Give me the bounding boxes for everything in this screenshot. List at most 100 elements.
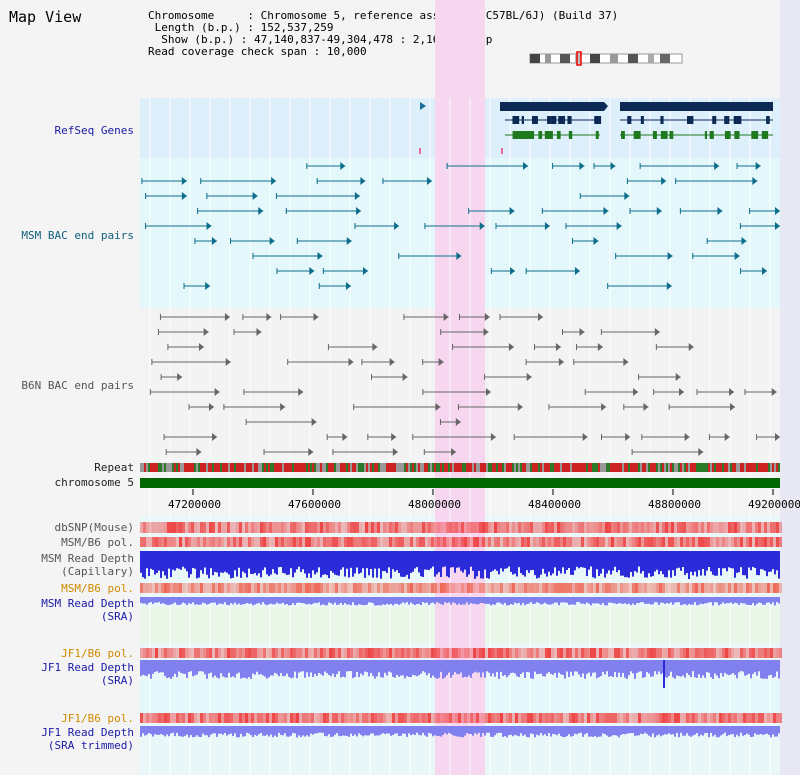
repeat-segment <box>238 463 240 472</box>
jf1-b6-pol-strip <box>485 648 488 658</box>
track-label-jf1-depth-trimmed[interactable]: JF1 Read Depth <box>41 726 134 739</box>
repeat-segment <box>278 463 280 472</box>
msm-sra-depth-bar <box>534 597 536 604</box>
jf1-b6-pol-strip <box>440 648 443 658</box>
jf1-trimmed-depth-bar <box>378 726 380 736</box>
repeat-segment <box>528 463 530 472</box>
msm-sra-depth-bar <box>348 597 350 605</box>
msm-capillary-depth-bar <box>310 551 312 578</box>
dbsnp-strip <box>674 522 677 533</box>
dbsnp-strip <box>377 522 380 533</box>
msm-capillary-depth-bar <box>332 551 334 573</box>
coverage-value: 10,000 <box>326 45 367 58</box>
msm-bac-pair-arrow <box>510 267 516 275</box>
msm-capillary-depth-bar <box>454 551 456 573</box>
repeat-segment <box>632 463 634 472</box>
track-label-jf1-b6-pol-2[interactable]: JF1/B6 pol. <box>61 712 134 725</box>
track-label-dbsnp[interactable]: dbSNP(Mouse) <box>54 521 134 534</box>
track-label-jf1-depth-sra[interactable]: JF1 Read Depth <box>41 661 134 674</box>
msm-sra-depth-bar <box>352 597 354 603</box>
jf1-b6-pol-trimmed-strip <box>263 713 266 723</box>
track-label-b6n-bac[interactable]: B6N BAC end pairs <box>21 379 134 392</box>
repeat-segment <box>554 463 556 472</box>
jf1-b6-pol-trimmed-strip <box>755 713 758 723</box>
jf1-trimmed-depth-bar <box>242 726 244 737</box>
track-label-repeat[interactable]: Repeat <box>94 461 134 474</box>
track-label-msm-b6-pol-2[interactable]: MSM/B6 pol. <box>61 582 134 595</box>
jf1-b6-pol-trimmed-strip <box>509 713 512 723</box>
msm-bac-pair-arrow <box>252 192 258 200</box>
jf1-b6-pol-strip <box>539 648 542 658</box>
repeat-segment <box>280 463 282 472</box>
jf1-b6-pol-strip <box>671 648 674 658</box>
msm-b6-pol-sra-strip <box>731 583 734 593</box>
track-label-jf1-b6-pol-1[interactable]: JF1/B6 pol. <box>61 647 134 660</box>
repeat-segment <box>218 463 220 472</box>
track-label-msm-bac[interactable]: MSM BAC end pairs <box>21 229 134 242</box>
dbsnp-strip <box>458 522 461 533</box>
msm-sra-depth-bar <box>570 597 572 605</box>
jf1-b6-pol-trimmed-strip <box>146 713 149 723</box>
msm-capillary-depth-bar <box>256 551 258 576</box>
msm-capillary-depth-bar <box>544 551 546 574</box>
msm-b6-pol-sra-strip <box>311 583 314 593</box>
jf1-b6-pol-trimmed-strip <box>653 713 656 723</box>
track-label-msm-b6-pol-1[interactable]: MSM/B6 pol. <box>61 536 134 549</box>
msm-b6-pol-sra-strip <box>467 583 470 593</box>
jf1-sra-depth-bar <box>700 660 702 678</box>
jf1-b6-pol-trimmed-strip <box>248 713 251 723</box>
msm-capillary-depth-bar <box>182 551 184 567</box>
msm-sra-depth-bar <box>540 597 542 605</box>
jf1-b6-pol-strip <box>536 648 539 658</box>
jf1-b6-pol-trimmed-strip <box>584 713 587 723</box>
msm-sra-depth-bar <box>446 597 448 604</box>
jf1-sra-depth-bar <box>594 660 596 673</box>
jf1-b6-pol-trimmed-strip <box>395 713 398 723</box>
jf1-trimmed-depth-bar <box>554 726 556 735</box>
repeat-segment <box>766 463 768 472</box>
jf1-b6-pol-trimmed-strip <box>335 713 338 723</box>
msm-capillary-depth-bar <box>568 551 570 568</box>
dbsnp-strip <box>257 522 260 533</box>
dbsnp-strip <box>176 522 179 533</box>
jf1-sra-depth-bar <box>298 660 300 673</box>
msm-capillary-depth-bar <box>580 551 582 568</box>
b6n-bac-pair-arrow <box>209 403 215 411</box>
msm-b6-pol-strip <box>644 537 647 547</box>
b6n-bac-pair-arrow <box>654 328 660 336</box>
jf1-b6-pol-trimmed-strip <box>692 713 695 723</box>
dbsnp-strip <box>155 522 158 533</box>
repeat-segment <box>432 463 434 472</box>
msm-sra-depth-bar <box>636 597 638 604</box>
msm-capillary-depth-bar <box>260 551 262 578</box>
track-label-refseq[interactable]: RefSeq Genes <box>54 124 134 137</box>
exon <box>521 116 524 124</box>
jf1-trimmed-depth-bar <box>642 726 644 735</box>
jf1-b6-pol-trimmed-strip <box>305 713 308 723</box>
jf1-sra-depth-bar <box>618 660 620 673</box>
repeat-segment <box>254 463 256 472</box>
track-label-msm-depth-sra[interactable]: MSM Read Depth <box>41 597 134 610</box>
track-label-msm-depth-capillary[interactable]: MSM Read Depth <box>41 552 134 565</box>
jf1-sra-depth-bar <box>454 660 456 673</box>
jf1-trimmed-depth-bar <box>424 726 426 736</box>
msm-capillary-depth-bar <box>724 551 726 569</box>
msm-b6-pol-sra-strip <box>611 583 614 593</box>
track-label-chromosome[interactable]: chromosome 5 <box>54 476 134 489</box>
repeat-segment <box>590 463 592 472</box>
msm-capillary-depth-bar <box>384 551 386 572</box>
jf1-b6-pol-strip <box>404 648 407 658</box>
msm-capillary-depth-bar <box>378 551 380 569</box>
dbsnp-strip <box>572 522 575 533</box>
msm-sra-depth-bar <box>448 597 450 603</box>
msm-capillary-depth-bar <box>672 551 674 571</box>
jf1-b6-pol-strip <box>293 648 296 658</box>
jf1-trimmed-depth-bar <box>356 726 358 737</box>
jf1-sra-depth-bar <box>538 660 540 674</box>
repeat-segment <box>234 463 236 472</box>
jf1-trimmed-depth-bar <box>408 726 410 734</box>
msm-capillary-depth-bar <box>222 551 224 573</box>
dbsnp-strip <box>656 522 659 533</box>
dbsnp-strip <box>479 522 482 533</box>
